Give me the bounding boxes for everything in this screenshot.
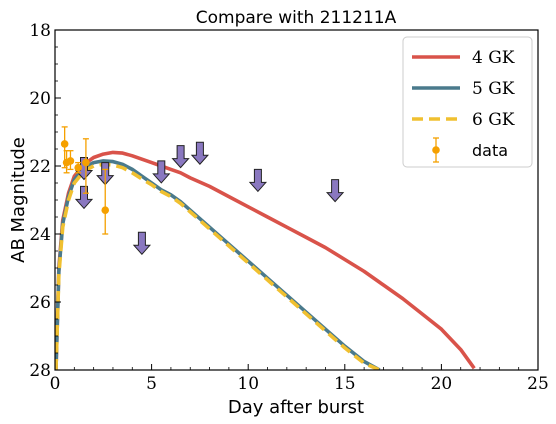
series-line-3 [55,162,381,370]
legend-data-marker [432,146,440,154]
legend-label-2: 5 GK [472,79,515,99]
x-tick-label: 0 [50,374,61,394]
upper-limit-arrow [132,231,152,256]
x-tick-label: 5 [146,374,157,394]
upper-limit-arrow [152,160,171,184]
x-axis-label: Day after burst [228,397,364,418]
x-tick-label: 25 [527,374,549,394]
y-tick-label: 24 [29,225,51,245]
y-tick-label: 20 [29,89,51,109]
chart-title: Compare with 211211A [196,8,397,28]
y-tick-label: 18 [29,21,51,41]
upper-limit-arrow [325,179,345,203]
data-point [60,140,69,148]
legend-box [402,36,533,168]
y-axis-label: AB Magnitude [8,137,29,263]
y-tick-label: 26 [29,293,51,313]
legend-label-4: data [472,141,508,160]
legend-label-1: 4 GK [472,48,515,68]
upper-limit-arrow [74,185,94,210]
series-line-1 [55,150,476,370]
data-point [74,163,82,172]
upper-limit-arrow [190,141,210,165]
data-point [101,206,110,214]
data-point [66,157,75,165]
x-axis: 0 5 10 15 20 25 [50,364,549,394]
upper-limit-arrow [248,168,268,193]
legend-label-3: 6 GK [472,110,515,130]
x-tick-label: 10 [237,374,259,394]
x-tick-label: 15 [334,374,356,394]
plot-area [55,126,476,370]
y-tick-label: 22 [29,157,51,177]
legend: 4 GK 5 GK 6 GK data [402,36,533,168]
x-tick-label: 20 [431,374,453,394]
upper-limit-arrow [171,145,190,169]
y-tick-label: 28 [29,361,51,381]
y-axis: 18 20 22 24 26 28 [29,21,61,381]
data-point [82,158,90,167]
